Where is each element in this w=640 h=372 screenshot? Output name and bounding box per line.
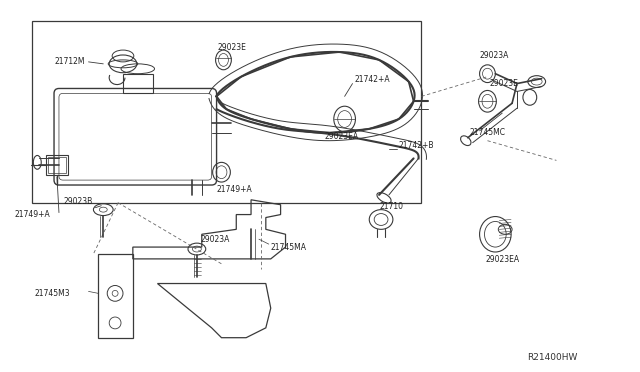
Bar [123, 74, 152, 93]
Bar [33, 20, 422, 203]
Text: 21749+A: 21749+A [15, 210, 51, 219]
Text: 29023E: 29023E [490, 79, 518, 88]
Text: 29023A: 29023A [479, 51, 509, 61]
Text: R21400HW: R21400HW [527, 353, 577, 362]
Text: 29023A: 29023A [201, 235, 230, 244]
Text: 29023B: 29023B [64, 197, 93, 206]
Text: 21742+B: 21742+B [399, 141, 435, 150]
Bar [46, 155, 68, 175]
Text: 21745MA: 21745MA [271, 243, 307, 251]
Text: 21712M: 21712M [54, 57, 84, 66]
Text: 29023EA: 29023EA [325, 132, 359, 141]
Text: 21745M3: 21745M3 [35, 289, 70, 298]
Text: 21710: 21710 [379, 202, 403, 211]
Text: 29023E: 29023E [218, 43, 246, 52]
Text: 21749+A: 21749+A [216, 185, 252, 195]
Text: 29023EA: 29023EA [486, 256, 520, 264]
Bar [48, 157, 66, 173]
Text: 21745MC: 21745MC [470, 128, 506, 137]
Text: 21742+A: 21742+A [355, 75, 390, 84]
